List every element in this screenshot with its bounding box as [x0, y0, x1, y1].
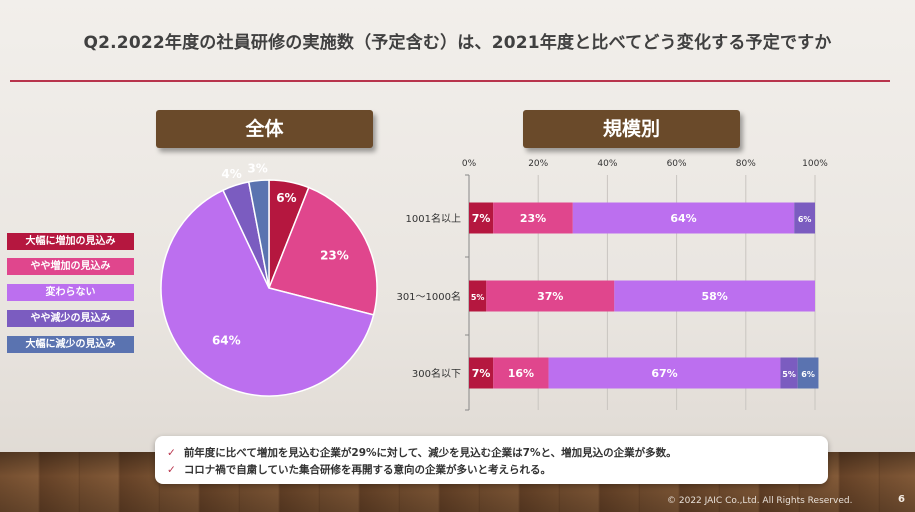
title-rule	[10, 80, 890, 82]
x-tick-label: 0%	[462, 159, 477, 169]
bar-value-label: 5%	[782, 370, 796, 379]
bar-segment	[469, 357, 494, 389]
note-text: 前年度に比べて増加を見込む企業が29%に対して、減少を見込む企業は7%と、増加見…	[183, 447, 677, 459]
legend-item-slight-increase: やや増加の見込み	[7, 258, 134, 275]
notes-box: ✓ 前年度に比べて増加を見込む企業が29%に対して、減少を見込む企業は7%と、増加…	[155, 436, 828, 484]
bar-value-label: 16%	[508, 367, 534, 380]
note-line: ✓ 前年度に比べて増加を見込む企業が29%に対して、減少を見込む企業は7%と、増加…	[167, 445, 677, 460]
pie-slice-label: 23%	[320, 249, 349, 263]
note-text: コロナ禍で自粛していた集合研修を再開する意向の企業が多いと考えられる。	[183, 464, 551, 476]
page-number: 6	[898, 494, 905, 505]
pie-slice-label: 64%	[212, 334, 241, 348]
bar-segment	[493, 357, 549, 389]
check-icon: ✓	[167, 447, 176, 459]
pie-header: 全体	[156, 110, 373, 148]
bar-value-label: 7%	[472, 367, 491, 380]
bar-header: 規模別	[523, 110, 740, 148]
pie-slice-label: 4%	[221, 167, 241, 181]
category-label: 1001名以上	[406, 212, 461, 225]
bar-segment	[469, 202, 494, 234]
bar-segment	[548, 357, 781, 389]
x-tick-label: 20%	[528, 159, 548, 169]
x-tick-label: 100%	[802, 159, 828, 169]
note-line: ✓ コロナ禍で自粛していた集合研修を再開する意向の企業が多いと考えられる。	[167, 462, 551, 477]
bar-segment	[797, 357, 819, 389]
pie-slice-label: 6%	[276, 191, 296, 205]
pie-slice	[267, 186, 378, 316]
bar-segment	[780, 357, 798, 389]
legend-item-no-change: 変わらない	[7, 284, 134, 301]
category-label: 300名以下	[412, 367, 461, 380]
bar-segment	[614, 280, 815, 312]
bar-segment	[572, 202, 795, 234]
slide-title: Q2.2022年度の社員研修の実施数（予定含む）は、2021年度と比べてどう変化…	[83, 33, 832, 53]
bar-value-label: 6%	[801, 370, 815, 379]
legend-item-large-increase: 大幅に増加の見込み	[7, 233, 134, 250]
bar-segment	[493, 202, 573, 234]
bar-value-label: 6%	[798, 215, 812, 224]
bar-value-label: 64%	[670, 212, 696, 225]
x-tick-label: 80%	[736, 159, 756, 169]
bar-value-label: 5%	[471, 293, 485, 302]
bar-value-label: 58%	[701, 290, 727, 303]
pie-slice	[247, 179, 270, 289]
bar-value-label: 23%	[520, 212, 546, 225]
category-label: 301〜1000名	[396, 290, 461, 303]
copyright: © 2022 JAIC Co.,Ltd. All Rights Reserved…	[667, 496, 853, 506]
check-icon: ✓	[167, 464, 176, 476]
legend-item-large-decrease: 大幅に減少の見込み	[7, 336, 134, 353]
bar-segment	[794, 202, 815, 234]
bar-segment	[486, 280, 615, 312]
pie-slice	[160, 189, 375, 397]
x-tick-label: 40%	[597, 159, 617, 169]
x-tick-label: 60%	[667, 159, 687, 169]
pie-slice-label: 3%	[247, 162, 267, 176]
bar-value-label: 67%	[651, 367, 677, 380]
bar-segment	[469, 280, 487, 312]
bar-value-label: 37%	[537, 290, 563, 303]
bar-value-label: 7%	[472, 212, 491, 225]
legend-item-slight-decrease: やや減少の見込み	[7, 310, 134, 327]
